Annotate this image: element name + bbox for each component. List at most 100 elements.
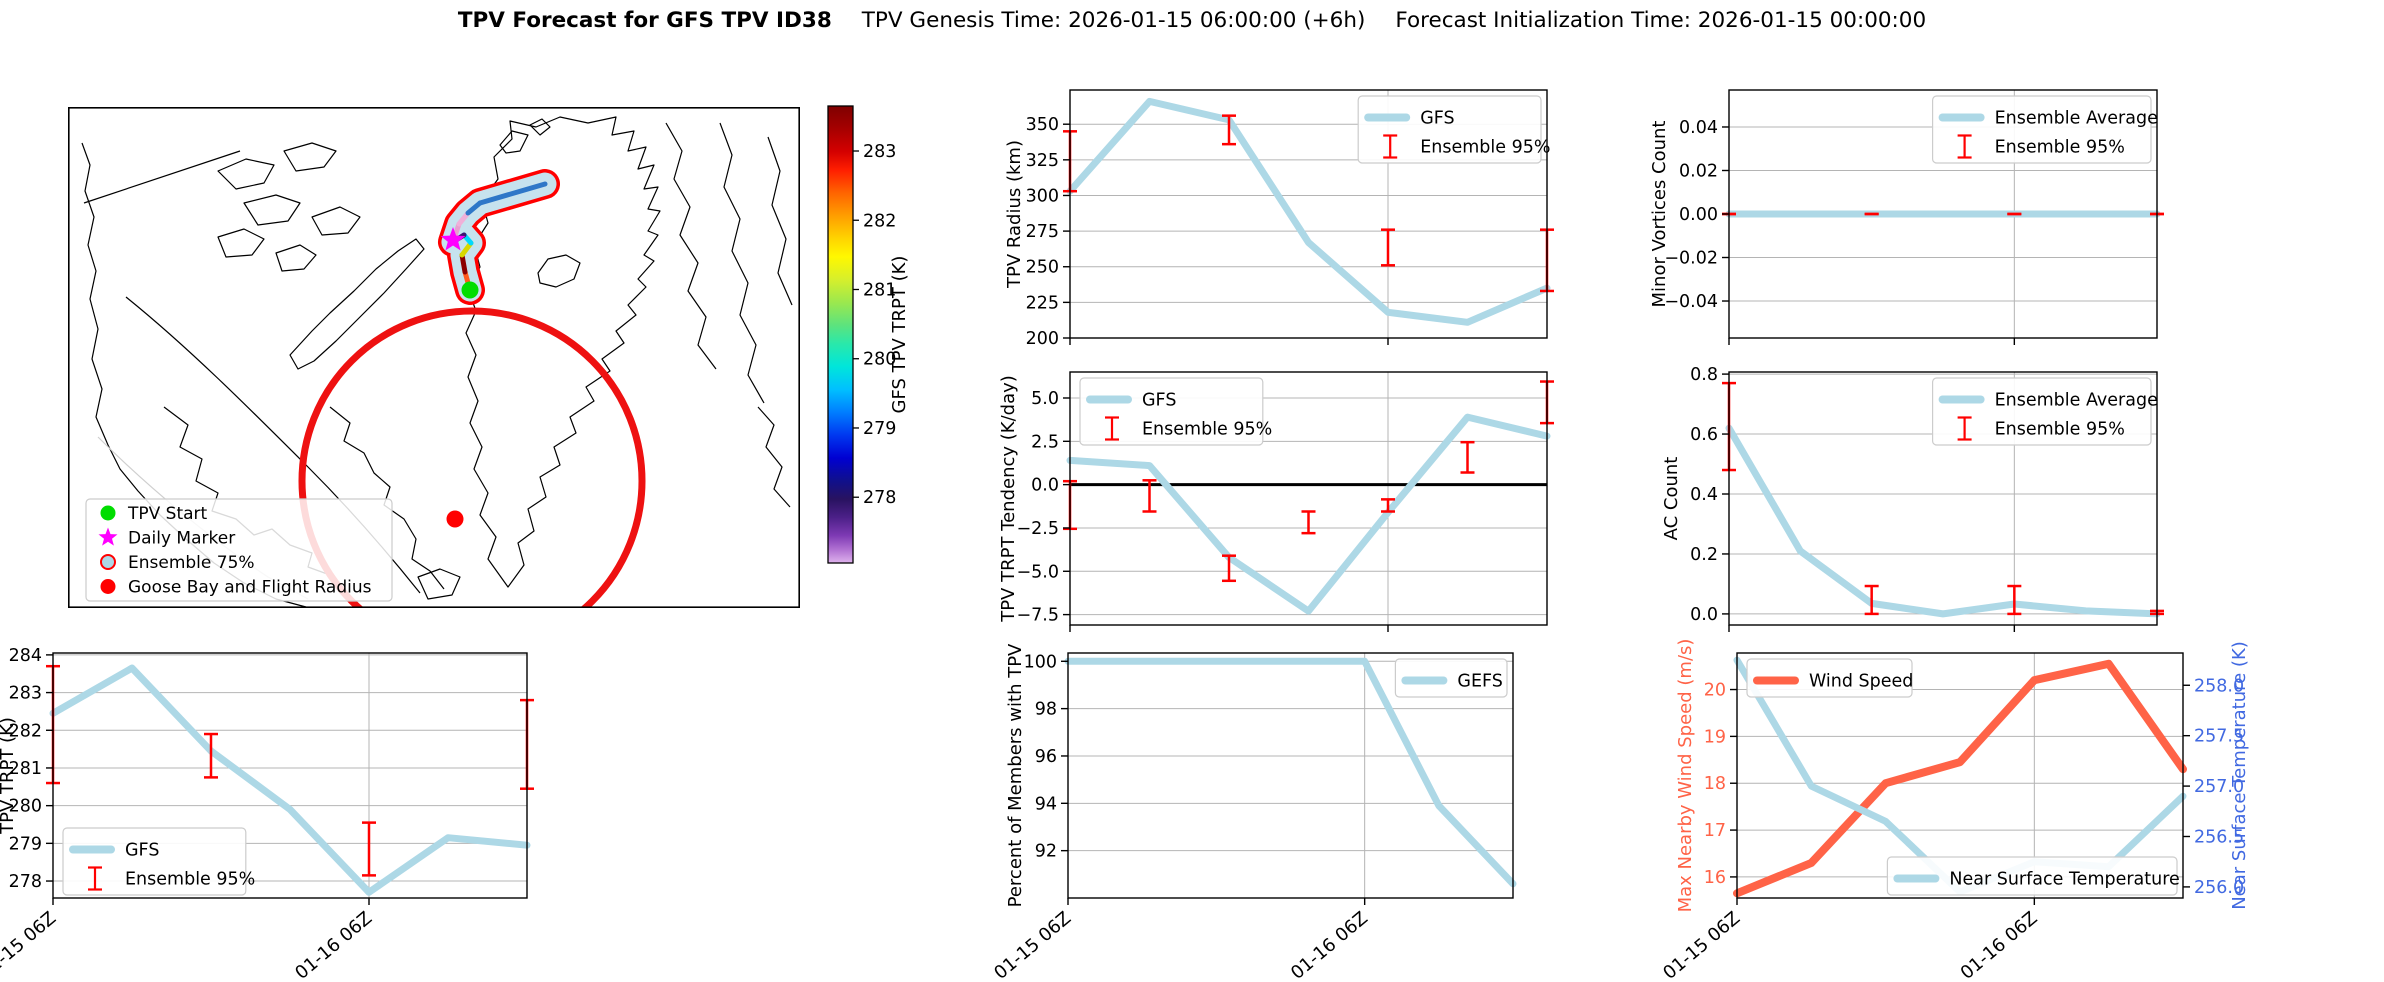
y-tick-label: 283 bbox=[9, 684, 42, 704]
legend-label: Ensemble 95% bbox=[1420, 138, 1550, 158]
coastline bbox=[283, 142, 337, 172]
coastline bbox=[537, 254, 581, 288]
coastline bbox=[665, 122, 717, 370]
colorbar-tick-label: 281 bbox=[863, 280, 896, 300]
y-tick-label-right: 256.5 bbox=[2194, 827, 2244, 847]
y-tick-label: 200 bbox=[1026, 329, 1059, 349]
y-tick-label: 17 bbox=[1704, 821, 1726, 841]
axes-frame bbox=[1069, 371, 1548, 626]
coastline bbox=[217, 228, 265, 258]
map-legend-label: Goose Bay and Flight Radius bbox=[128, 578, 372, 598]
y-tick-label: −2.5 bbox=[1017, 519, 1060, 539]
y-tick-label-right: 257.0 bbox=[2194, 777, 2244, 797]
colorbar: 283 282 281 280 279 278 GFS TPV TRPT (K) bbox=[827, 105, 910, 564]
axes-frame bbox=[1728, 371, 2158, 626]
y-tick-label: 18 bbox=[1704, 774, 1726, 794]
y-axis-label: AC Count bbox=[1661, 457, 1682, 541]
y-tick-label: 2.5 bbox=[1031, 432, 1059, 452]
y-tick-label: 350 bbox=[1026, 115, 1059, 135]
map-panel: TPV Start Daily Marker Ensemble 75% Goose B… bbox=[68, 107, 800, 608]
legend-label: Ensemble 95% bbox=[1142, 420, 1272, 440]
chart-trpt_tendency: −7.5 −5.0 −2.5 0.0 2.5 5.0 TPV TRPT Tendency (… bbox=[998, 371, 1554, 632]
dot-icon bbox=[100, 579, 116, 594]
colorbar-tick-label: 279 bbox=[863, 419, 896, 439]
x-tick-label: 01-16 06Z bbox=[291, 908, 376, 982]
y-tick-label: −5.0 bbox=[1017, 562, 1060, 582]
y-tick-label: 16 bbox=[1704, 868, 1726, 888]
map-legend-label: Ensemble 75% bbox=[128, 553, 255, 573]
y-tick-label: 282 bbox=[9, 721, 42, 741]
legend-label: GFS bbox=[1420, 109, 1454, 129]
y-tick-label: 280 bbox=[9, 797, 42, 817]
legend: GFS Ensemble 95% bbox=[1079, 377, 1272, 446]
y-tick-label: 0.4 bbox=[1690, 485, 1718, 505]
tpv-track-segment bbox=[477, 181, 548, 206]
legend: GFS Ensemble 95% bbox=[62, 827, 255, 896]
map-legend-label: TPV Start bbox=[127, 504, 208, 524]
coastline bbox=[329, 406, 445, 590]
y-tick-label: 279 bbox=[9, 834, 42, 854]
coastline bbox=[311, 206, 361, 236]
legend: Wind Speed bbox=[1746, 658, 1913, 698]
coastline bbox=[757, 406, 791, 508]
series-wind-speed-line bbox=[1733, 659, 2187, 898]
legend: GEFS bbox=[1394, 658, 1508, 698]
star-icon bbox=[98, 527, 118, 546]
y-tick-label: 0.00 bbox=[1679, 205, 1718, 225]
y-axis-label: TPV TRPT (K) bbox=[0, 717, 18, 835]
tpv-track-segment bbox=[465, 200, 483, 216]
y-tick-label: 94 bbox=[1035, 794, 1057, 814]
y-tick-label: 0.2 bbox=[1690, 545, 1718, 565]
dot-icon bbox=[100, 505, 116, 521]
legend: Ensemble Average Ensemble 95% bbox=[1931, 377, 2158, 446]
legend: Near Surface Temperature bbox=[1886, 856, 2180, 896]
axes-frame bbox=[1067, 652, 1514, 899]
legend: Ensemble Average Ensemble 95% bbox=[1931, 95, 2158, 164]
y-tick-label: 225 bbox=[1026, 293, 1059, 313]
coastline bbox=[217, 158, 275, 190]
x-tick-label: 01-15 06Z bbox=[0, 908, 60, 982]
y-tick-label: 19 bbox=[1704, 727, 1726, 747]
y-tick-label-right: 258.0 bbox=[2194, 676, 2244, 696]
legend-label: Ensemble 95% bbox=[1995, 420, 2125, 440]
title-genesis-time: TPV Genesis Time: 2026-01-15 06:00:00 (+… bbox=[861, 8, 1366, 33]
flight-radius-circle bbox=[298, 307, 646, 608]
legend-label: GFS bbox=[125, 841, 159, 861]
y-tick-label: 0.0 bbox=[1031, 476, 1059, 496]
y-tick-label: 281 bbox=[9, 759, 42, 779]
series-gfs-line bbox=[49, 664, 531, 896]
series-gefs-line bbox=[1064, 657, 1517, 888]
y-axis-label-right: Near Surface Temperature (K) bbox=[2229, 641, 2250, 910]
y-tick-label-right: 257.5 bbox=[2194, 727, 2244, 747]
legend-label: Ensemble Average bbox=[1995, 109, 2158, 129]
x-tick-label: 01-15 06Z bbox=[990, 908, 1075, 982]
goose-bay-marker bbox=[446, 510, 464, 528]
map-legend-label: Daily Marker bbox=[128, 529, 235, 549]
ensemble-75-icon bbox=[100, 554, 116, 570]
x-tick-label: 01-16 06Z bbox=[1957, 908, 2042, 982]
y-tick-label: 0.04 bbox=[1679, 118, 1718, 138]
y-tick-label: 0.8 bbox=[1690, 365, 1718, 385]
series-gfs-line bbox=[1066, 97, 1551, 326]
y-tick-label: 275 bbox=[1026, 222, 1059, 242]
y-axis-label: Max Nearby Wind Speed (m/s) bbox=[1675, 639, 1696, 913]
tpv-start-marker bbox=[461, 281, 479, 299]
coastline bbox=[83, 150, 241, 204]
title-main: TPV Forecast for GFS TPV ID38 bbox=[457, 8, 832, 33]
y-tick-label-right: 256.0 bbox=[2194, 878, 2244, 898]
y-tick-label: −0.04 bbox=[1664, 292, 1718, 312]
y-tick-label: 284 bbox=[9, 646, 42, 666]
y-axis-label: Minor Vortices Count bbox=[1649, 121, 1670, 308]
coastline bbox=[719, 122, 765, 404]
y-axis-label: TPV Radius (km) bbox=[1004, 140, 1025, 289]
y-tick-label: −0.02 bbox=[1664, 249, 1718, 269]
map-frame bbox=[68, 107, 800, 608]
series-ensemble-average-line bbox=[1725, 424, 2161, 618]
legend-label: Ensemble 95% bbox=[125, 870, 255, 890]
chart-wind_temp: 16 17 18 19 20 256.0 256.5 257.0 257.5 258.0 01-15… bbox=[1659, 639, 2250, 982]
colorbar-tick-label: 278 bbox=[863, 488, 896, 508]
y-tick-label: 20 bbox=[1704, 681, 1726, 701]
y-axis-label: Percent of Members with TPV bbox=[1005, 643, 1026, 907]
y-tick-label: 92 bbox=[1035, 842, 1057, 862]
chart-tpv_trpt: 278 279 280 281 282 283 284 01-15 06Z 01-16 06Z T… bbox=[0, 646, 534, 982]
